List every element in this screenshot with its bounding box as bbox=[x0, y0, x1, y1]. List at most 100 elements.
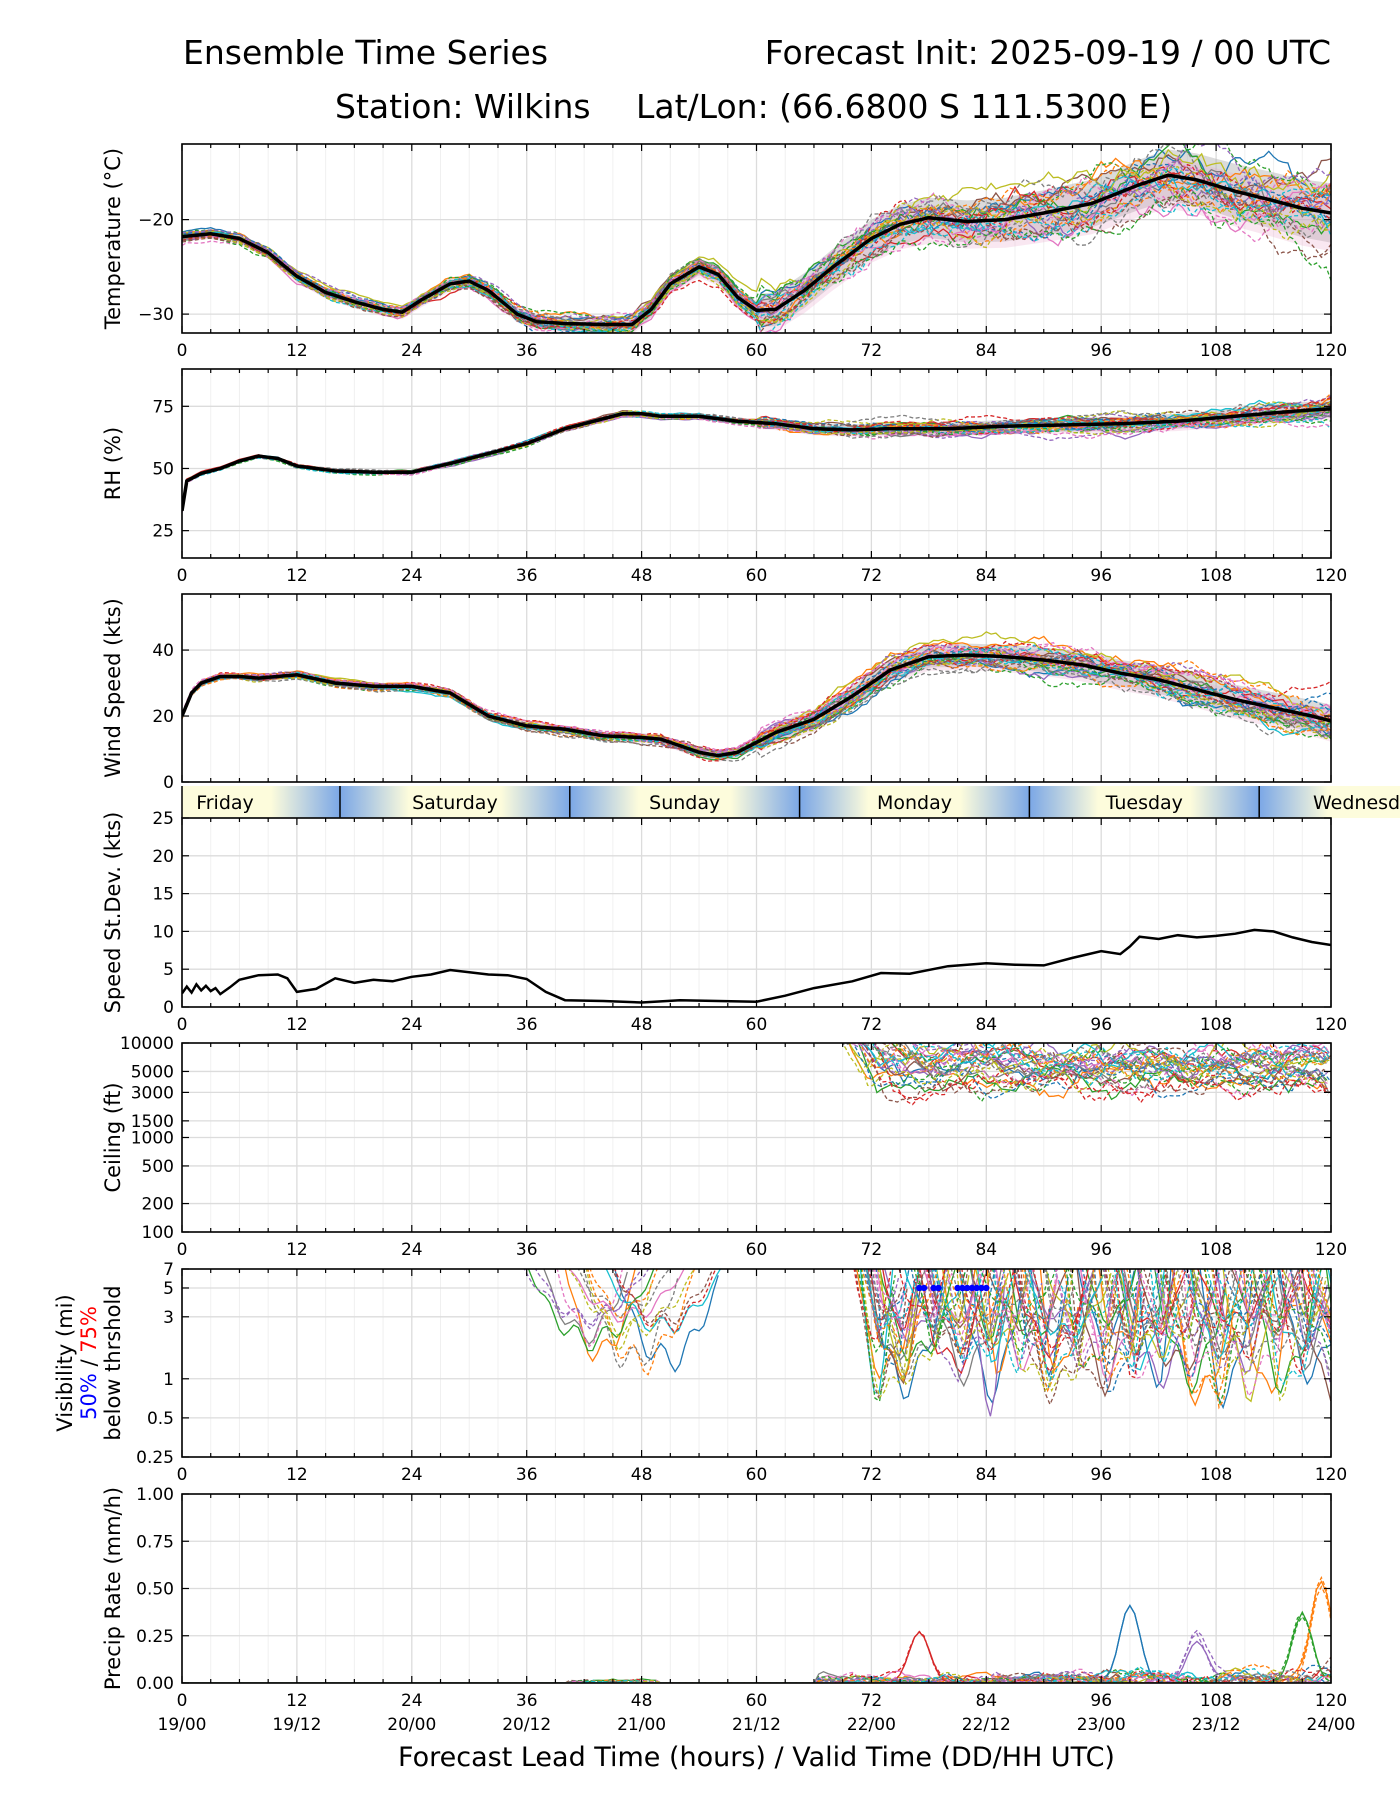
member-line bbox=[1105, 1269, 1152, 1341]
member-line bbox=[1028, 1269, 1087, 1382]
member-line bbox=[1159, 1269, 1199, 1341]
panel-precip_rate: 0.00 0.25 0.50 0.75 1.00 0 12 24 36 48 60 72 84 96 108… bbox=[101, 1485, 1356, 1735]
member-line bbox=[1310, 1269, 1331, 1321]
xtick-label: 72 bbox=[861, 1015, 883, 1035]
xtick-label: 72 bbox=[861, 341, 883, 361]
xtick-label: 0 bbox=[177, 341, 188, 361]
member-line bbox=[534, 1269, 643, 1330]
member-line bbox=[1117, 1269, 1194, 1359]
ytick-label: 1500 bbox=[131, 1112, 174, 1132]
member-line bbox=[841, 1043, 1329, 1076]
member-line bbox=[1264, 1269, 1318, 1386]
day-cell bbox=[1259, 786, 1400, 818]
member-line bbox=[182, 644, 1331, 754]
forecast-init-label: Forecast Init: 2025-09-19 / 00 UTC bbox=[764, 33, 1331, 72]
xtick-label: 24 bbox=[401, 341, 423, 361]
xtick-label: 24 bbox=[401, 1240, 423, 1260]
xtick-label: 96 bbox=[1090, 566, 1112, 586]
member-line bbox=[847, 1043, 1330, 1073]
member-line bbox=[911, 1043, 1331, 1075]
xtick-label: 24 bbox=[401, 1015, 423, 1035]
xtick-label: 48 bbox=[631, 1015, 653, 1035]
member-line bbox=[867, 1269, 920, 1320]
member-line bbox=[182, 1673, 1331, 1683]
member-line bbox=[1100, 1269, 1140, 1361]
threshold-50-marker bbox=[954, 1284, 961, 1292]
xtick-label: 120 bbox=[1315, 1015, 1347, 1035]
threshold-50-marker bbox=[959, 1284, 966, 1292]
xtick-label: 108 bbox=[1200, 1691, 1232, 1711]
threshold-50-marker bbox=[978, 1284, 985, 1292]
member-line bbox=[1252, 1269, 1305, 1336]
ylabel-rh: RH (%) bbox=[101, 427, 125, 500]
member-line bbox=[841, 1043, 1330, 1082]
ylabel-precip_rate: Precip Rate (mm/h) bbox=[101, 1487, 125, 1690]
ytick-label: 40 bbox=[152, 641, 174, 661]
valid-time-label: 23/00 bbox=[1077, 1715, 1126, 1735]
xtick-label: 84 bbox=[975, 1015, 997, 1035]
xtick-label: 72 bbox=[861, 1240, 883, 1260]
member-line bbox=[182, 400, 1331, 511]
member-line bbox=[1164, 1269, 1231, 1337]
member-line bbox=[1028, 1269, 1095, 1393]
ytick-label: −20 bbox=[138, 211, 174, 231]
xtick-label: 96 bbox=[1090, 1465, 1112, 1485]
panel-rh: 25 50 75 0 12 24 36 48 60 72 84 96 108 120 RH (%) bbox=[101, 368, 1347, 586]
member-line bbox=[1212, 1269, 1275, 1360]
xtick-label: 12 bbox=[286, 1465, 308, 1485]
xtick-label: 96 bbox=[1090, 1015, 1112, 1035]
member-line bbox=[1211, 1269, 1255, 1345]
member-line bbox=[182, 144, 1331, 326]
xtick-label: 120 bbox=[1315, 1465, 1347, 1485]
ytick-label: 0.50 bbox=[136, 1580, 174, 1600]
ytick-label: 7 bbox=[163, 1260, 174, 1280]
ytick-label: 0.25 bbox=[136, 1627, 174, 1647]
member-line bbox=[877, 1269, 950, 1386]
member-line bbox=[934, 1269, 996, 1364]
member-line bbox=[865, 1269, 928, 1382]
xtick-label: 108 bbox=[1200, 1465, 1232, 1485]
threshold-50-marker bbox=[920, 1284, 928, 1292]
member-line bbox=[865, 1269, 904, 1321]
member-line bbox=[863, 1043, 1329, 1104]
member-line bbox=[1136, 1269, 1176, 1344]
xtick-label: 36 bbox=[516, 566, 538, 586]
ytick-label: −30 bbox=[138, 305, 174, 325]
xtick-label: 60 bbox=[746, 341, 768, 361]
ytick-label: 10000 bbox=[120, 1034, 174, 1054]
member-line bbox=[1281, 1269, 1311, 1375]
ytick-label: 5 bbox=[163, 960, 174, 980]
member-line bbox=[1045, 1269, 1075, 1310]
ytick-label: 20 bbox=[152, 847, 174, 867]
grid-speed_stdev bbox=[210, 818, 1303, 1007]
member-line bbox=[1024, 1269, 1064, 1390]
ylabel-temperature: Temperature (°C) bbox=[101, 148, 125, 330]
day-label: Wednesday bbox=[1313, 792, 1400, 814]
member-line bbox=[991, 1269, 1050, 1354]
valid-time-label: 23/12 bbox=[1192, 1715, 1241, 1735]
ytick-label: 0.5 bbox=[147, 1409, 174, 1429]
threshold-50-marker bbox=[930, 1284, 937, 1292]
ylabel-visibility: 50% / 75% bbox=[77, 1306, 101, 1420]
member-line bbox=[909, 1043, 1331, 1087]
xtick-label: 84 bbox=[975, 566, 997, 586]
xtick-label: 0 bbox=[177, 1240, 188, 1260]
member-line bbox=[979, 1269, 1057, 1323]
xtick-label: 12 bbox=[286, 1015, 308, 1035]
day-label: Tuesday bbox=[1105, 792, 1183, 814]
ytick-label: 3000 bbox=[131, 1083, 174, 1103]
valid-time-label: 21/12 bbox=[732, 1715, 781, 1735]
xtick-label: 0 bbox=[177, 1691, 188, 1711]
member-line bbox=[869, 1269, 935, 1332]
valid-time-label: 24/00 bbox=[1307, 1715, 1356, 1735]
member-line bbox=[1016, 1269, 1094, 1407]
member-line bbox=[1252, 1269, 1324, 1353]
ylabel-wind_speed: Wind Speed (kts) bbox=[101, 598, 125, 778]
member-line bbox=[946, 1269, 1011, 1326]
day-label: Monday bbox=[877, 792, 952, 814]
xtick-label: 24 bbox=[401, 1465, 423, 1485]
member-line bbox=[1053, 1269, 1120, 1328]
member-line bbox=[1013, 1269, 1094, 1358]
valid-time-label: 19/00 bbox=[158, 1715, 207, 1735]
ytick-label: 10 bbox=[152, 922, 174, 942]
